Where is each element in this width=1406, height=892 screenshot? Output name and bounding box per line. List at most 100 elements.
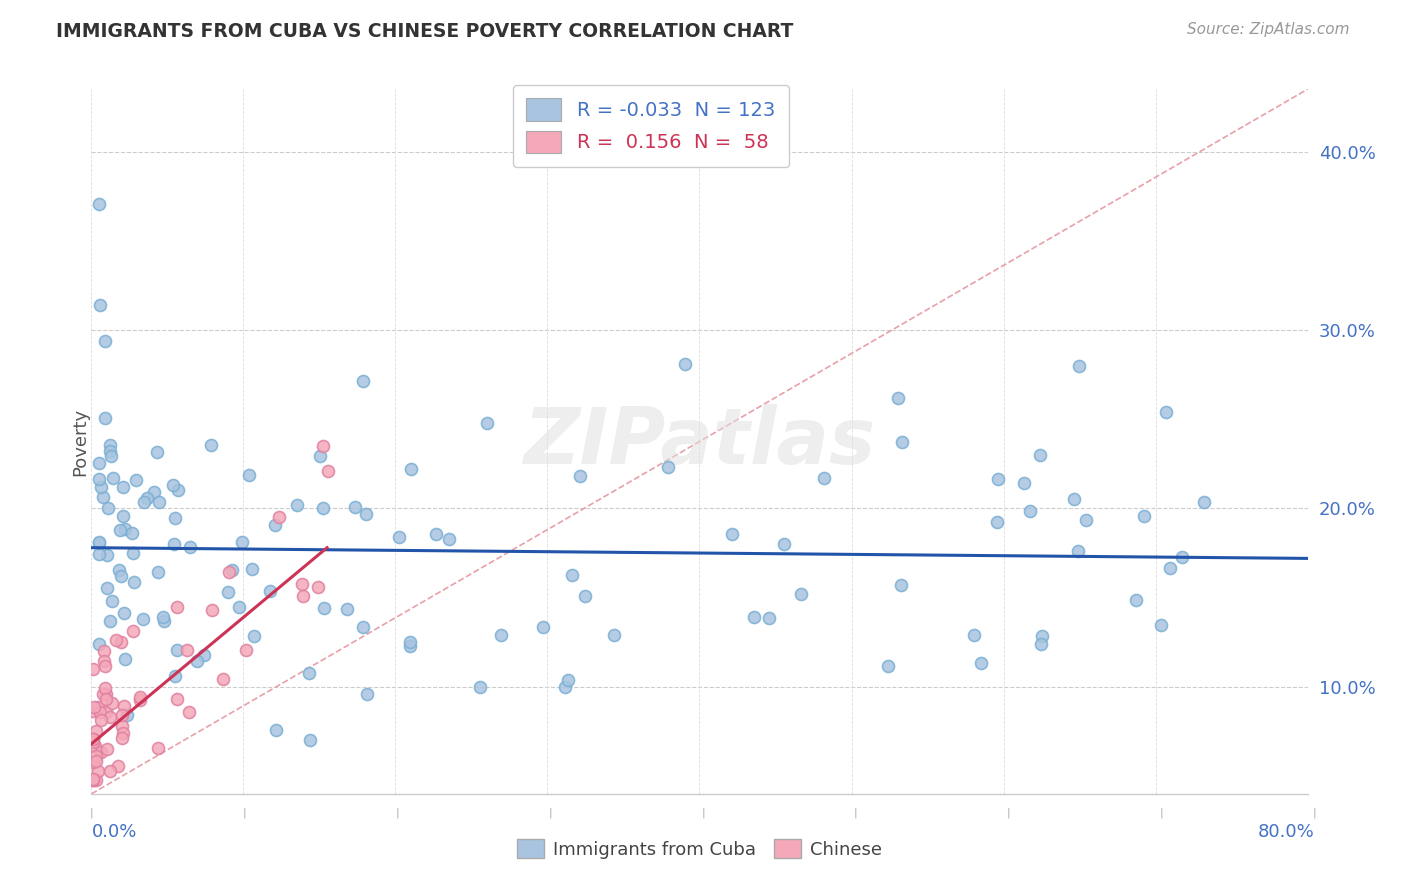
Point bbox=[84, 724, 107, 739]
Point bbox=[299, 733, 322, 747]
Point bbox=[82, 772, 104, 787]
Point bbox=[100, 594, 122, 608]
Point bbox=[114, 652, 136, 666]
Point bbox=[162, 477, 184, 491]
Point bbox=[309, 449, 332, 463]
Point bbox=[1031, 629, 1053, 643]
Text: |: | bbox=[702, 807, 704, 818]
Point bbox=[356, 687, 378, 701]
Text: IMMIGRANTS FROM CUBA VS CHINESE POVERTY CORRELATION CHART: IMMIGRANTS FROM CUBA VS CHINESE POVERTY … bbox=[56, 22, 793, 41]
Point bbox=[87, 637, 110, 651]
Point bbox=[1018, 503, 1040, 517]
Point bbox=[298, 665, 321, 680]
Point bbox=[136, 491, 159, 506]
Point bbox=[89, 298, 111, 312]
Point bbox=[179, 541, 201, 555]
Point bbox=[772, 537, 794, 551]
Text: 0.0%: 0.0% bbox=[91, 822, 136, 840]
Point bbox=[107, 759, 129, 773]
Point bbox=[285, 498, 308, 512]
Point bbox=[128, 690, 150, 704]
Text: 80.0%: 80.0% bbox=[1258, 822, 1315, 840]
Point bbox=[94, 687, 117, 701]
Text: |: | bbox=[1313, 807, 1316, 818]
Point bbox=[84, 772, 107, 787]
Point bbox=[98, 614, 121, 628]
Point bbox=[1133, 509, 1156, 524]
Point bbox=[101, 471, 124, 485]
Point bbox=[352, 620, 374, 634]
Point bbox=[87, 197, 110, 211]
Point bbox=[146, 741, 169, 756]
Point bbox=[311, 439, 333, 453]
Point bbox=[475, 416, 498, 430]
Point bbox=[720, 527, 742, 541]
Point bbox=[93, 643, 115, 657]
Point bbox=[148, 565, 170, 579]
Point bbox=[657, 460, 679, 475]
Point bbox=[98, 437, 121, 451]
Point bbox=[165, 669, 187, 683]
Point bbox=[112, 726, 135, 740]
Point bbox=[1029, 637, 1052, 651]
Point bbox=[94, 334, 117, 349]
Point bbox=[111, 719, 134, 733]
Point bbox=[114, 606, 136, 620]
Point bbox=[200, 602, 222, 616]
Point bbox=[259, 584, 281, 599]
Point bbox=[1125, 592, 1147, 607]
Point bbox=[87, 699, 110, 714]
Point bbox=[83, 700, 105, 714]
Point bbox=[574, 589, 596, 603]
Point bbox=[1067, 543, 1090, 558]
Point bbox=[489, 628, 512, 642]
Point bbox=[217, 585, 239, 599]
Point bbox=[90, 745, 112, 759]
Point bbox=[100, 696, 122, 710]
Point bbox=[114, 522, 136, 536]
Point bbox=[876, 659, 898, 673]
Point bbox=[93, 654, 115, 668]
Point bbox=[561, 567, 583, 582]
Point bbox=[221, 563, 243, 577]
Point bbox=[603, 628, 626, 642]
Point bbox=[354, 507, 377, 521]
Point bbox=[98, 764, 121, 778]
Text: |: | bbox=[1007, 807, 1011, 818]
Point bbox=[263, 517, 285, 532]
Point bbox=[87, 535, 110, 549]
Y-axis label: Poverty: Poverty bbox=[72, 408, 89, 475]
Point bbox=[82, 772, 104, 787]
Point bbox=[132, 612, 155, 626]
Point bbox=[110, 635, 132, 649]
Point bbox=[673, 357, 696, 371]
Point bbox=[87, 472, 110, 486]
Point bbox=[152, 614, 174, 628]
Point bbox=[264, 723, 287, 737]
Point bbox=[1154, 405, 1177, 419]
Point bbox=[890, 578, 912, 592]
Point bbox=[238, 468, 260, 483]
Point bbox=[1170, 549, 1192, 564]
Point bbox=[111, 480, 134, 494]
Text: |: | bbox=[90, 807, 93, 818]
Point bbox=[312, 500, 335, 515]
Point bbox=[94, 705, 117, 719]
Point bbox=[790, 586, 813, 600]
Point bbox=[82, 662, 104, 676]
Point bbox=[152, 610, 174, 624]
Point bbox=[312, 601, 335, 615]
Point bbox=[82, 772, 104, 787]
Point bbox=[531, 620, 554, 634]
Point bbox=[96, 548, 118, 562]
Point bbox=[94, 691, 117, 706]
Point bbox=[166, 600, 188, 615]
Point bbox=[758, 611, 780, 625]
Point bbox=[228, 600, 250, 615]
Point bbox=[94, 659, 117, 673]
Point bbox=[146, 444, 169, 458]
Point bbox=[91, 687, 114, 701]
Point bbox=[554, 680, 576, 694]
Point bbox=[186, 654, 208, 668]
Text: |: | bbox=[1160, 807, 1164, 818]
